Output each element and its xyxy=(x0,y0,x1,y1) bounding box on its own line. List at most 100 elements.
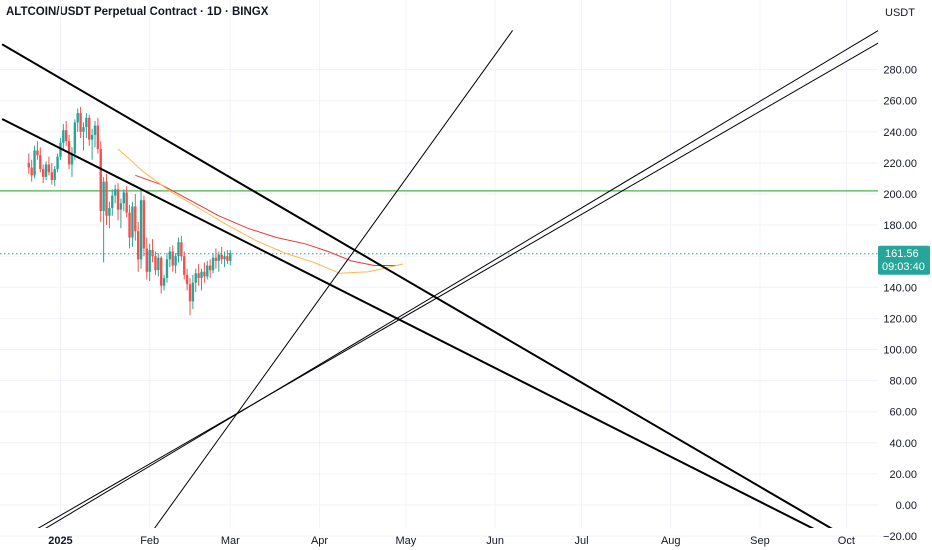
x-tick-label: Aug xyxy=(661,535,681,547)
candle-body xyxy=(65,130,68,142)
candle-body xyxy=(194,273,197,283)
grid xyxy=(0,0,878,537)
y-tick-label: 0.00 xyxy=(896,500,917,512)
candle-body xyxy=(36,150,39,156)
candle-body xyxy=(82,127,85,132)
candle-body xyxy=(41,169,45,177)
trendline xyxy=(1,118,815,528)
candle-body xyxy=(197,273,200,278)
candle-body xyxy=(79,113,82,132)
candle-body xyxy=(145,248,149,272)
trendline xyxy=(37,42,878,528)
candle-body xyxy=(102,181,105,212)
candle-body xyxy=(90,134,94,140)
y-tick-label: 200.00 xyxy=(883,189,917,201)
candle-body xyxy=(96,125,100,149)
x-tick-label: Sep xyxy=(750,535,770,547)
candle-body xyxy=(113,189,117,196)
plot-area xyxy=(0,30,878,528)
candle-body xyxy=(134,206,137,232)
x-tick-label: Mar xyxy=(221,535,240,547)
y-tick-label: 40.00 xyxy=(889,438,917,450)
candle-body xyxy=(39,155,42,170)
moving-average-line xyxy=(117,148,404,274)
candle-body xyxy=(162,277,166,286)
candle-body xyxy=(206,265,209,277)
y-tick-label: 260.00 xyxy=(883,96,917,108)
candle-body xyxy=(217,254,220,261)
y-tick-label: 60.00 xyxy=(889,407,917,419)
moving-average-line xyxy=(135,174,398,266)
candle-body xyxy=(105,181,108,216)
candle-body xyxy=(214,257,218,261)
candle-series xyxy=(27,106,232,316)
trendline xyxy=(1,43,833,528)
y-tick-label: 240.00 xyxy=(883,127,917,139)
y-tick-label: 20.00 xyxy=(889,469,917,481)
candle-body xyxy=(59,142,62,157)
candle-body xyxy=(47,164,51,173)
candle-body xyxy=(177,242,180,257)
x-tick-label: Jul xyxy=(574,535,588,547)
candle-body xyxy=(139,200,143,260)
candle-body xyxy=(70,153,74,165)
y-tick-label: 140.00 xyxy=(883,282,917,294)
candle-body xyxy=(131,206,134,238)
candle-body xyxy=(44,164,48,177)
candle-body xyxy=(151,249,154,257)
candle-body xyxy=(125,192,128,213)
y-tick-label: 80.00 xyxy=(889,376,917,388)
candle-body xyxy=(88,117,91,140)
y-tick-label: 180.00 xyxy=(883,220,917,232)
candle-body xyxy=(142,200,146,249)
candle-body xyxy=(191,282,195,302)
candle-body xyxy=(122,192,125,204)
candle-body xyxy=(119,203,123,210)
last-price-value: 161.56 xyxy=(885,248,919,260)
candle-body xyxy=(99,148,102,212)
y-tick-label: 220.00 xyxy=(883,158,917,170)
candle-body xyxy=(229,253,232,261)
currency-label: USDT xyxy=(885,7,915,19)
candle-body xyxy=(226,256,229,261)
candle-body xyxy=(211,257,215,271)
candle-body xyxy=(203,271,206,277)
candle-body xyxy=(33,150,36,176)
candle-body xyxy=(160,257,163,286)
candle-body xyxy=(148,249,151,272)
candle-body xyxy=(62,130,65,143)
bar-countdown: 09:03:40 xyxy=(882,261,925,273)
candle-body xyxy=(165,259,169,278)
candle-body xyxy=(154,256,157,271)
candle-body xyxy=(56,156,59,170)
candle-body xyxy=(171,251,174,266)
candle-body xyxy=(93,125,97,135)
candle-body xyxy=(208,265,212,271)
candle-body xyxy=(220,254,223,260)
candle-body xyxy=(30,167,33,176)
candle-body xyxy=(200,271,203,278)
candle-body xyxy=(188,284,192,302)
candle-body xyxy=(53,169,56,181)
x-tick-label: Apr xyxy=(311,535,328,547)
candle-body xyxy=(27,162,30,168)
x-tick-label: Oct xyxy=(838,535,855,547)
candle-body xyxy=(85,117,88,128)
y-tick-label: 120.00 xyxy=(883,313,917,325)
time-axis: 2025 Feb Mar Apr May Jun Jul Aug Sep Oct xyxy=(48,535,855,547)
y-tick-label: −20.00 xyxy=(883,531,917,543)
candle-body xyxy=(168,251,172,260)
candle-body xyxy=(223,256,226,260)
candle-body xyxy=(136,231,140,260)
chart-title: ALTCOIN/USDT Perpetual Contract · 1D · B… xyxy=(6,6,269,18)
candle-body xyxy=(185,274,189,285)
candle-body xyxy=(116,189,120,210)
price-axis: USDT 280.00 260.00 240.00 220.00 200.00 180.00… xyxy=(878,7,930,543)
candle-body xyxy=(183,256,186,275)
candle-body xyxy=(111,195,114,208)
x-tick-label: Jun xyxy=(486,535,504,547)
candle-body xyxy=(76,113,79,123)
trendline xyxy=(154,30,513,528)
